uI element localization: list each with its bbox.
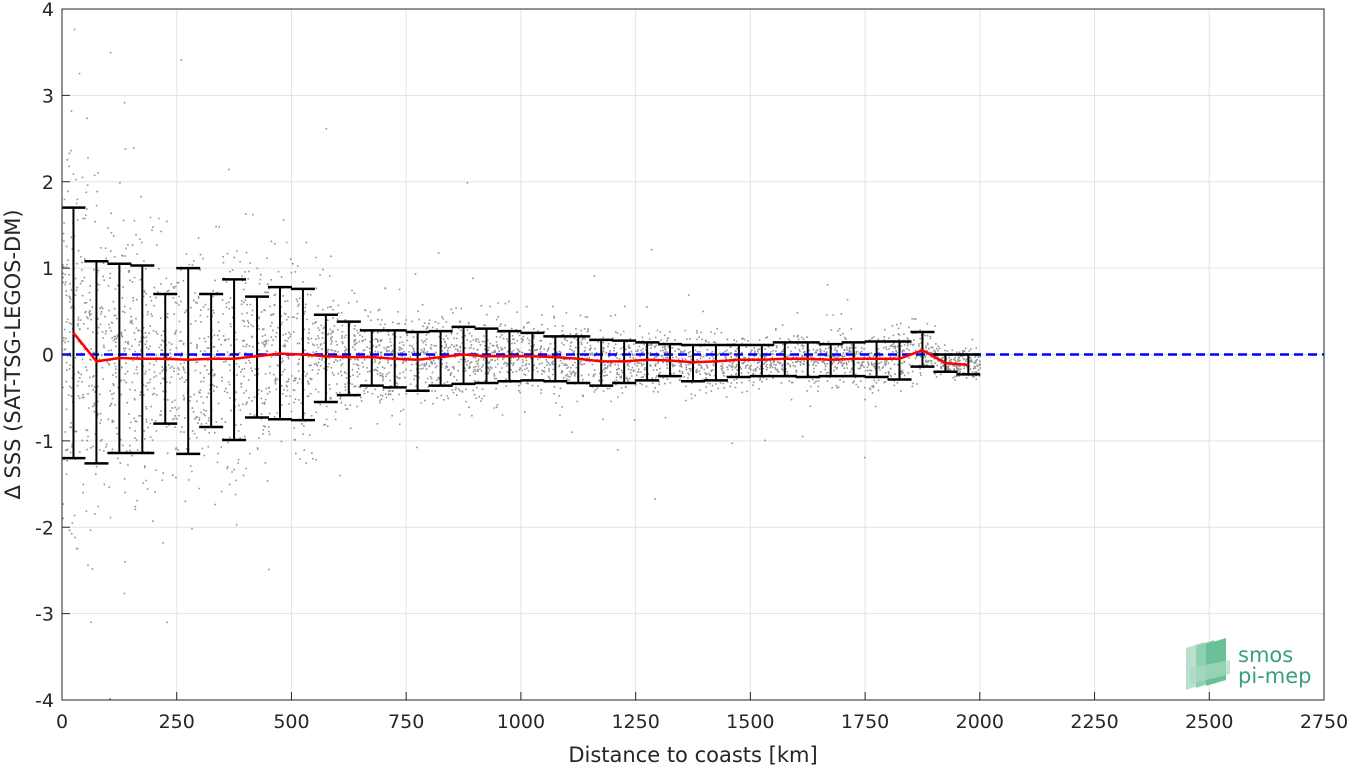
- y-tick-label: -3: [35, 604, 54, 626]
- logo-text-line2: pi-mep: [1238, 664, 1311, 688]
- error-bar: [313, 313, 338, 404]
- error-bar: [726, 343, 751, 379]
- y-tick-label: 1: [42, 258, 54, 280]
- error-bar: [589, 338, 614, 387]
- error-bar: [956, 353, 981, 376]
- error-bar: [176, 266, 201, 456]
- error-bar: [428, 329, 453, 387]
- x-tick-label: 1250: [611, 711, 659, 733]
- y-tick-label: 3: [42, 85, 54, 107]
- x-tick-label: 500: [273, 711, 309, 733]
- x-tick-labels: 0 250 500 750 1000 1250 1500 1750 2000 2250 2500 27…: [56, 711, 1348, 733]
- x-tick-label: 2750: [1300, 711, 1348, 733]
- y-tick-label: 0: [42, 345, 54, 367]
- x-tick-label: 2000: [956, 711, 1004, 733]
- x-tick-label: 250: [159, 711, 195, 733]
- y-tick-label: -1: [35, 431, 54, 453]
- y-tick-labels: -4 -3 -2 -1 0 1 2 3 4: [35, 0, 54, 712]
- error-bar: [635, 341, 660, 382]
- error-bars: [61, 206, 981, 465]
- x-tick-label: 2250: [1070, 711, 1118, 733]
- y-tick-label: -2: [35, 517, 54, 539]
- x-tick-label: 2500: [1185, 711, 1233, 733]
- x-tick-label: 1000: [497, 711, 545, 733]
- x-tick-label: 1500: [726, 711, 774, 733]
- x-axis-label: Distance to coasts [km]: [568, 743, 817, 767]
- y-tick-label: -4: [35, 690, 54, 712]
- y-tick-label: 4: [42, 0, 54, 21]
- smos-pimep-logo: smos pi-mep: [1186, 638, 1311, 690]
- plot-frame: [61, 8, 1325, 701]
- logo-mark-icon: [1186, 638, 1230, 690]
- error-bar: [887, 340, 912, 381]
- logo-text-line1: smos: [1238, 643, 1293, 667]
- x-tick-label: 750: [388, 711, 424, 733]
- error-bar: [199, 292, 224, 429]
- x-tick-label: 0: [56, 711, 68, 733]
- y-axis-label: Δ SSS (SAT-TSG-LEGOS-DM): [1, 209, 25, 499]
- error-bar: [336, 320, 361, 397]
- mean-line-group: [72, 332, 969, 367]
- x-tick-label: 1750: [841, 711, 889, 733]
- mean-line: [72, 332, 969, 367]
- error-bar: [543, 335, 568, 383]
- error-bar: [703, 343, 728, 382]
- error-bar: [61, 206, 86, 460]
- error-bar: [405, 330, 430, 393]
- y-tick-label: 2: [42, 172, 54, 194]
